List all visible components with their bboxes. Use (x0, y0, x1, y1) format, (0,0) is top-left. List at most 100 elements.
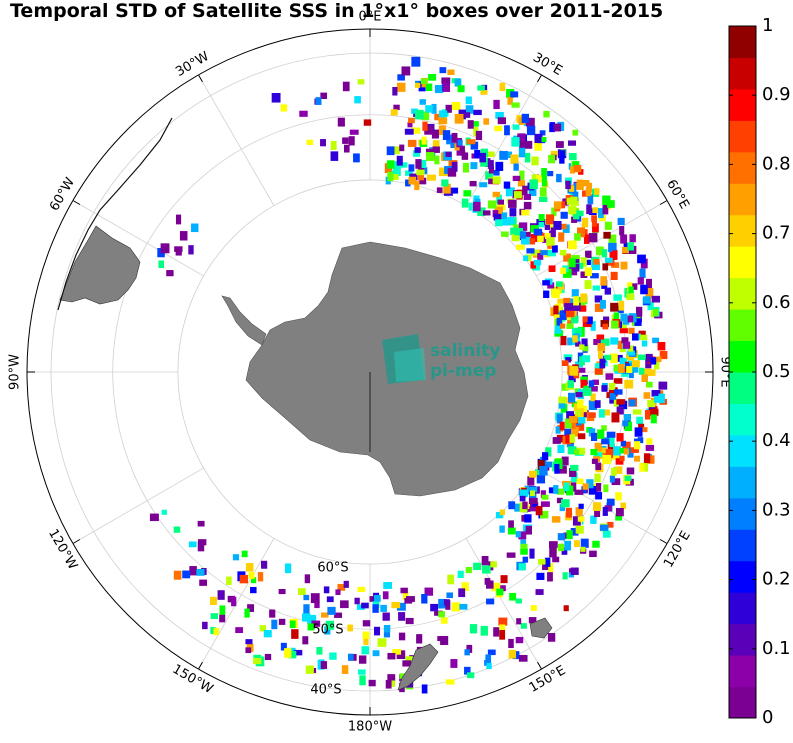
std-cell (591, 458, 598, 464)
std-cell (467, 120, 474, 129)
std-cell (594, 473, 601, 483)
std-cell (588, 485, 598, 495)
std-cell (445, 679, 455, 685)
std-cell (544, 224, 551, 230)
std-cell (619, 347, 626, 353)
std-cell (444, 599, 450, 606)
std-cell (175, 214, 182, 225)
std-cell (623, 341, 631, 349)
std-cell (303, 594, 310, 601)
std-cell (383, 632, 391, 638)
std-cell (594, 363, 603, 369)
std-cell (426, 174, 436, 181)
std-cell (646, 438, 653, 445)
std-cell (508, 501, 516, 510)
chart-title: Temporal STD of Satellite SSS in 1°x1° b… (10, 0, 664, 22)
std-cell (503, 181, 511, 189)
std-cell (519, 495, 526, 502)
std-cell (600, 338, 610, 346)
std-cell (484, 659, 492, 666)
meridian-line (72, 200, 204, 277)
std-cell (577, 227, 585, 238)
std-cell (637, 277, 644, 285)
std-cell (635, 306, 643, 317)
std-cell (641, 374, 648, 383)
std-cell (622, 420, 629, 427)
std-cell (559, 310, 567, 320)
std-cell (368, 679, 376, 687)
std-cell (540, 490, 546, 498)
std-cell (404, 128, 414, 135)
std-cell (473, 562, 482, 571)
std-cell (438, 167, 448, 177)
std-cell (522, 231, 531, 238)
std-cell (515, 598, 522, 604)
std-cell (626, 293, 635, 301)
std-cell (637, 254, 646, 264)
colorbar-tick-label: 0.3 (762, 499, 791, 520)
std-cell (217, 590, 225, 600)
std-cell (646, 369, 656, 376)
std-cell (342, 137, 349, 144)
std-cell (551, 207, 557, 217)
std-cell (651, 295, 660, 303)
std-cell (575, 422, 585, 431)
std-cell (627, 447, 634, 458)
std-cell (302, 636, 309, 645)
std-cell (602, 195, 611, 206)
latitude-label: 50°S (312, 623, 343, 638)
std-cell (559, 223, 567, 230)
std-cell (608, 234, 617, 243)
std-cell (488, 178, 494, 185)
std-cell (362, 620, 371, 627)
std-cell (558, 465, 567, 474)
colorbar-swatch (729, 529, 756, 562)
colorbar-tick-label: 0.5 (762, 361, 791, 382)
std-cell (337, 584, 346, 591)
std-cell (493, 99, 500, 110)
std-cell (550, 150, 558, 157)
std-cell (587, 194, 594, 205)
std-cell (424, 126, 433, 135)
std-cell (637, 354, 647, 361)
std-cell (408, 117, 415, 124)
std-cell (578, 417, 586, 424)
std-cell (535, 505, 543, 516)
std-cell (645, 444, 655, 451)
std-cell (411, 127, 421, 134)
std-cell (570, 528, 579, 536)
std-cell (419, 99, 426, 105)
std-cell (431, 103, 437, 114)
std-cell (623, 413, 631, 423)
std-cell (590, 515, 597, 524)
std-cell (428, 74, 437, 81)
std-cell (572, 516, 581, 526)
std-cell (613, 364, 619, 372)
std-cell (284, 563, 292, 574)
std-cell (470, 162, 478, 170)
std-cell (581, 486, 587, 494)
std-cell (408, 176, 417, 185)
meridian-tick (659, 539, 668, 544)
std-cell (390, 109, 398, 116)
std-cell (405, 617, 414, 625)
std-cell (507, 527, 516, 535)
std-cell (611, 452, 620, 460)
std-cell (594, 303, 604, 312)
std-cell (421, 684, 428, 694)
std-cell (590, 393, 596, 402)
std-cell (567, 446, 577, 455)
std-cell (611, 320, 619, 329)
std-cell (563, 297, 571, 307)
std-cell (592, 207, 598, 214)
std-cell (595, 491, 603, 500)
std-cell (568, 258, 576, 268)
std-cell (432, 146, 440, 153)
std-cell (579, 367, 586, 373)
std-cell (516, 244, 525, 250)
std-cell (392, 87, 398, 96)
std-cell (443, 183, 451, 194)
std-cell (582, 344, 589, 352)
std-cell (645, 288, 654, 299)
std-cell (577, 407, 584, 417)
